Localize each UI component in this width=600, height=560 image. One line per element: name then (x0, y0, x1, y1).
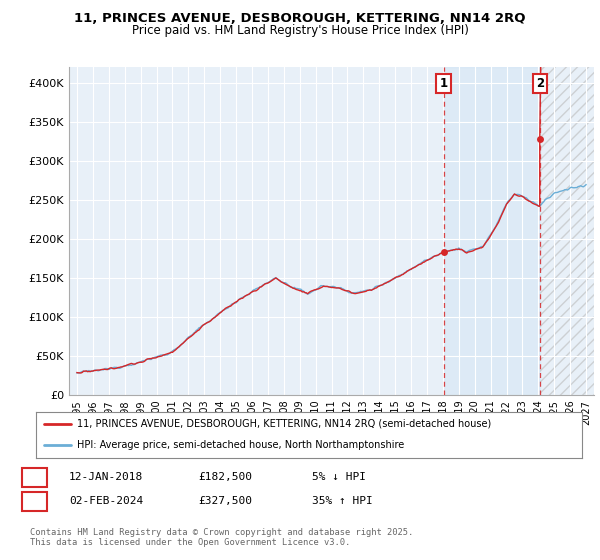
Text: 1: 1 (30, 470, 38, 484)
Text: Contains HM Land Registry data © Crown copyright and database right 2025.
This d: Contains HM Land Registry data © Crown c… (30, 528, 413, 547)
Text: 11, PRINCES AVENUE, DESBOROUGH, KETTERING, NN14 2RQ: 11, PRINCES AVENUE, DESBOROUGH, KETTERIN… (74, 12, 526, 25)
Text: 35% ↑ HPI: 35% ↑ HPI (312, 496, 373, 506)
Text: 1: 1 (439, 77, 448, 90)
Text: £327,500: £327,500 (198, 496, 252, 506)
Text: HPI: Average price, semi-detached house, North Northamptonshire: HPI: Average price, semi-detached house,… (77, 440, 404, 450)
Bar (443, 67, 540, 395)
Text: 12-JAN-2018: 12-JAN-2018 (69, 472, 143, 482)
Text: 11, PRINCES AVENUE, DESBOROUGH, KETTERING, NN14 2RQ (semi-detached house): 11, PRINCES AVENUE, DESBOROUGH, KETTERIN… (77, 419, 491, 428)
Text: £182,500: £182,500 (198, 472, 252, 482)
Text: 02-FEB-2024: 02-FEB-2024 (69, 496, 143, 506)
Text: 5% ↓ HPI: 5% ↓ HPI (312, 472, 366, 482)
Bar (540, 67, 594, 395)
Bar (540, 67, 594, 395)
Text: 2: 2 (30, 494, 38, 508)
Text: 2: 2 (536, 77, 544, 90)
Text: Price paid vs. HM Land Registry's House Price Index (HPI): Price paid vs. HM Land Registry's House … (131, 24, 469, 36)
